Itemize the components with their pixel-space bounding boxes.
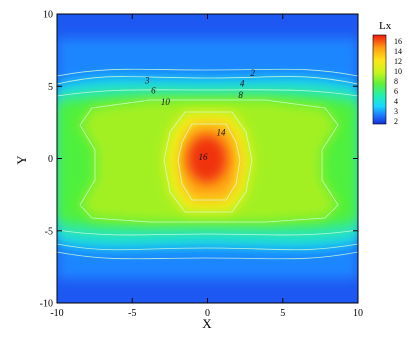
legend-level-label: 8 — [394, 77, 398, 86]
contour-line-2 — [57, 68, 358, 260]
contour-label: 6 — [151, 86, 156, 96]
contour-label: 8 — [238, 90, 243, 100]
contour-label: 2 — [250, 68, 255, 78]
contour-label: 10 — [161, 97, 171, 107]
legend-level-label: 6 — [394, 87, 398, 96]
field-layer — [57, 14, 358, 303]
contour-label: 4 — [240, 78, 245, 88]
contour-line-3 — [57, 76, 358, 251]
contour-label: 3 — [144, 75, 150, 85]
contour-line-14 — [177, 123, 241, 201]
contour-labels: 2 3 4 6 8 10 14 16 — [144, 68, 255, 162]
contour-line-12 — [163, 111, 253, 213]
x-tick-label: -5 — [128, 308, 136, 319]
legend-title: Lx — [379, 20, 392, 32]
field-band-red — [187, 135, 227, 183]
x-axis-label: X — [202, 316, 212, 331]
contour-line-6 — [57, 89, 358, 236]
y-tick-label: -10 — [40, 299, 53, 310]
x-tick-label: 5 — [280, 308, 285, 319]
legend-level-label: 3 — [394, 107, 398, 116]
axes: -10 -5 0 5 10 -10 -5 0 5 10 — [40, 10, 363, 320]
legend-level-label: 2 — [394, 117, 398, 126]
x-tick-label: -10 — [50, 308, 63, 319]
y-tick-label: 10 — [43, 10, 53, 21]
contour-line-10 — [79, 99, 339, 223]
contour-lines — [57, 68, 358, 260]
y-tick-label: 5 — [48, 82, 53, 93]
x-tick-label: 0 — [205, 308, 210, 319]
y-axis-label: Y — [14, 155, 29, 165]
legend-level-label: 10 — [394, 67, 402, 76]
legend-colorbar — [372, 34, 387, 125]
contour-label: 14 — [217, 127, 227, 137]
y-tick-label: 0 — [48, 154, 53, 165]
legend-level-label: 4 — [394, 97, 398, 106]
legend-level-label: 14 — [394, 47, 402, 56]
legend-level-label: 12 — [394, 57, 402, 66]
y-tick-label: -5 — [45, 226, 53, 237]
legend-level-label: 16 — [394, 37, 402, 46]
contour-label: 16 — [198, 152, 208, 162]
x-tick-label: 10 — [353, 308, 363, 319]
